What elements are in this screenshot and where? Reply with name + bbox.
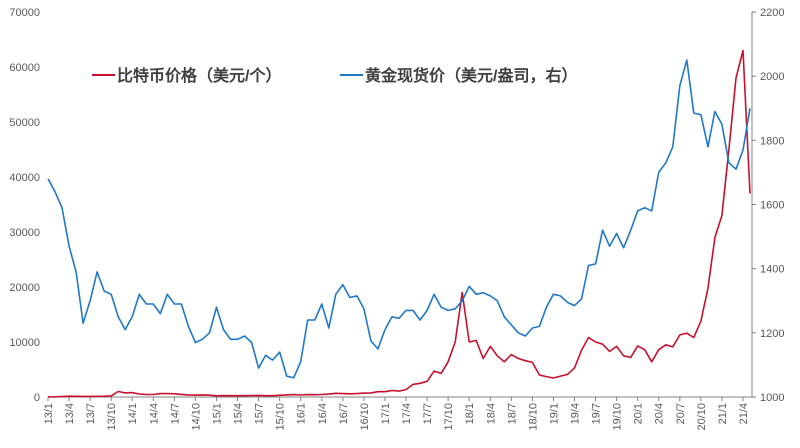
x-tick-label: 14/7 [169, 403, 181, 424]
x-tick-label: 16/4 [317, 403, 329, 424]
x-tick-label: 15/4 [233, 403, 245, 424]
x-tick-label: 20/1 [633, 403, 645, 424]
legend-label-gold: 黄金现货价（美元/盎司，右） [365, 66, 577, 85]
x-tick-label: 14/10 [190, 403, 202, 431]
bitcoin-price-line [47, 49, 751, 398]
x-tick-label: 16/1 [296, 403, 308, 424]
x-tick-label: 17/1 [380, 403, 392, 424]
x-tick-label: 17/7 [422, 403, 434, 424]
left-y-tick-label: 0 [34, 392, 40, 404]
x-tick-label: 19/4 [570, 403, 582, 424]
x-tick-label: 21/4 [738, 403, 750, 424]
left-y-tick-label: 40000 [9, 172, 40, 184]
x-tick-label: 14/1 [127, 403, 139, 424]
right-y-tick-label: 1800 [760, 135, 784, 147]
right-y-tick-label: 1400 [760, 264, 784, 276]
x-tick-label: 13/10 [106, 403, 118, 431]
x-tick-label: 19/10 [612, 403, 624, 431]
x-tick-label: 13/7 [85, 403, 97, 424]
x-tick-label: 20/7 [675, 403, 687, 424]
left-y-tick-label: 60000 [9, 62, 40, 74]
left-y-tick-label: 30000 [9, 227, 40, 239]
x-tick-label: 15/10 [275, 403, 287, 431]
left-y-tick-label: 10000 [9, 337, 40, 349]
x-tick-label: 14/4 [148, 403, 160, 424]
x-tick-label: 18/7 [506, 403, 518, 424]
right-y-tick-label: 1000 [760, 392, 784, 404]
x-tick-label: 16/7 [338, 403, 350, 424]
x-tick-label: 18/10 [527, 403, 539, 431]
x-tick-label: 20/10 [696, 403, 708, 431]
x-tick-label: 20/4 [654, 403, 666, 424]
legend: 比特币价格（美元/个） 黄金现货价（美元/盎司，右） [92, 66, 577, 85]
x-tick-label: 13/4 [64, 403, 76, 424]
x-tick-label: 19/1 [548, 403, 560, 424]
right-y-tick-label: 2000 [760, 71, 784, 83]
x-tick-label: 13/1 [43, 403, 55, 424]
x-tick-label: 19/7 [591, 403, 603, 424]
x-tick-label: 15/1 [211, 403, 223, 424]
legend-label-bitcoin: 比特币价格（美元/个） [117, 66, 281, 85]
left-y-tick-label: 50000 [9, 117, 40, 129]
x-tick-label: 15/7 [254, 403, 266, 424]
right-y-tick-label: 2200 [760, 7, 784, 19]
gold-price-line [47, 59, 751, 379]
right-y-tick-label: 1600 [760, 200, 784, 212]
left-y-tick-label: 70000 [9, 7, 40, 19]
x-tick-label: 18/4 [485, 403, 497, 424]
x-tick-label: 16/10 [359, 403, 371, 431]
x-tick-label: 17/4 [401, 403, 413, 424]
right-y-tick-label: 1200 [760, 328, 784, 340]
left-y-tick-label: 20000 [9, 282, 40, 294]
x-tick-label: 18/1 [464, 403, 476, 424]
x-tick-label: 21/1 [717, 403, 729, 424]
x-tick-label: 17/10 [443, 403, 455, 431]
